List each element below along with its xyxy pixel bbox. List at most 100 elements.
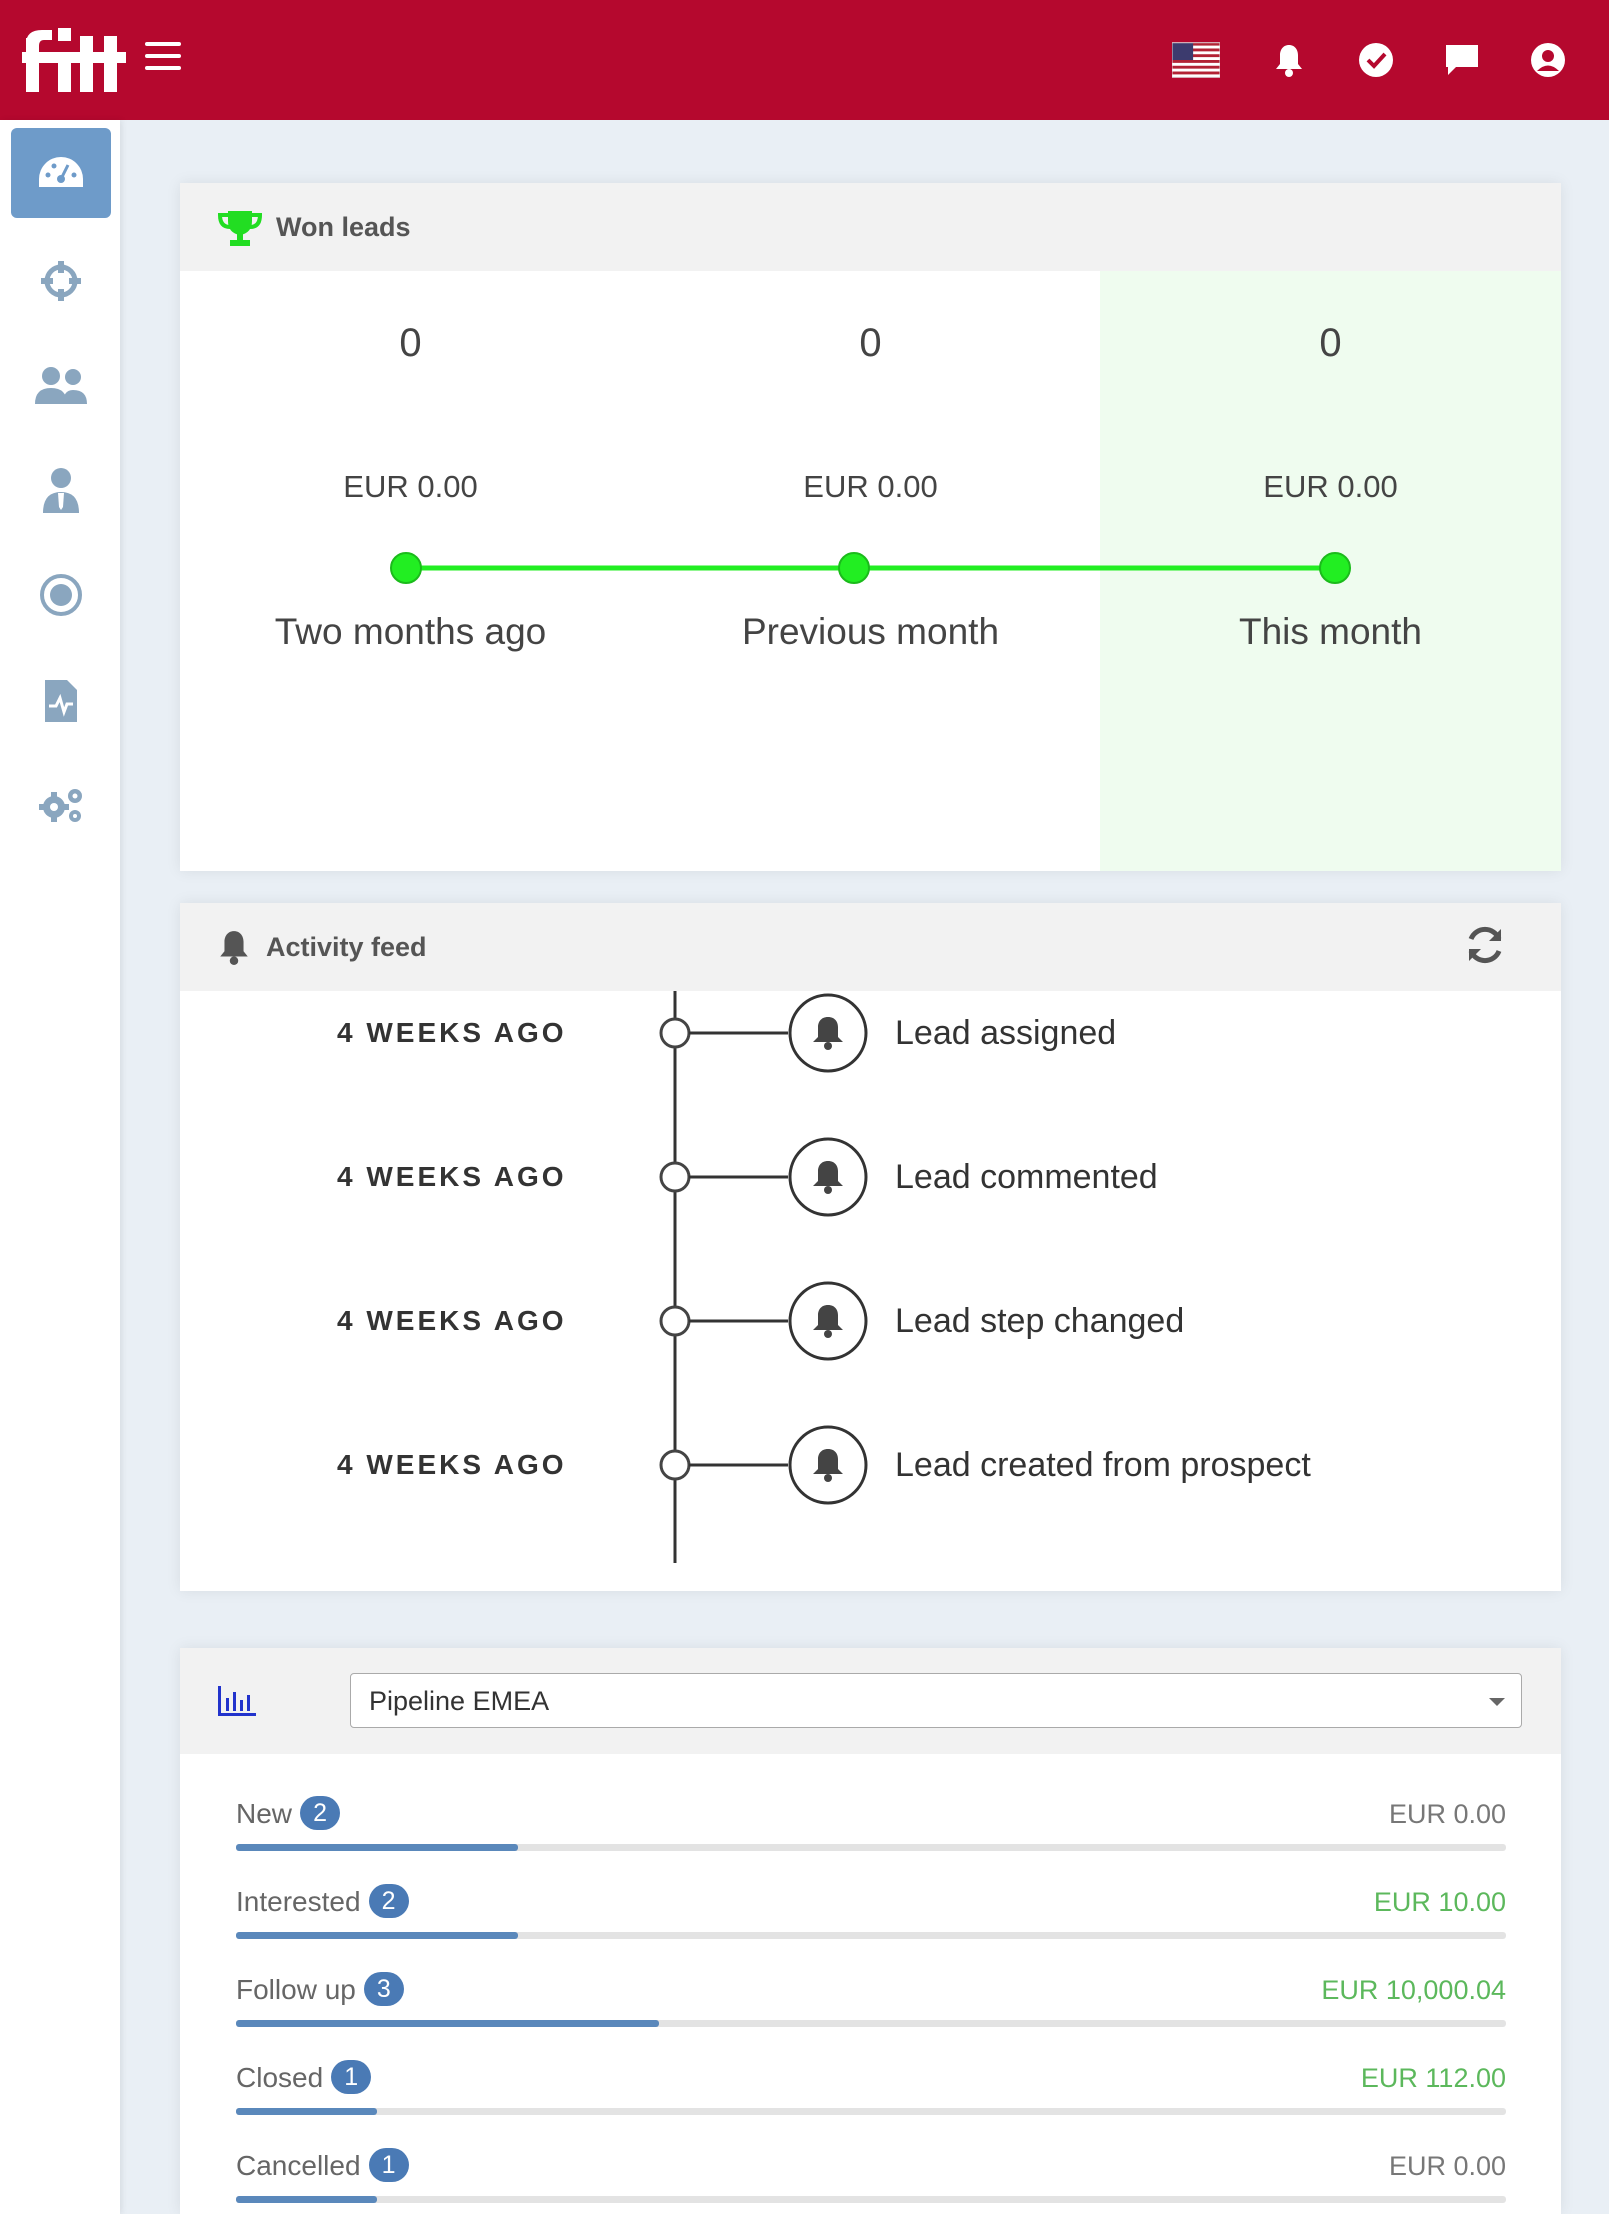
stage-progress-track [236, 1844, 1506, 1851]
sidebar-item-team[interactable] [11, 445, 111, 535]
won-period-previous-month: 0 EUR 0.00 Previous month [640, 271, 1101, 871]
stage-name: New 2 [236, 1792, 341, 1836]
sidebar-item-contacts[interactable] [11, 341, 111, 431]
pipeline-stage[interactable]: Cancelled 1 EUR 0.00 [236, 2144, 1506, 2204]
pipeline-stage[interactable]: Interested 2 EUR 10.00 [236, 1880, 1506, 1940]
pipeline-select-value: Pipeline EMEA [369, 1686, 550, 1716]
stage-amount: EUR 112.00 [1360, 2063, 1506, 2093]
stage-count-badge: 2 [368, 1884, 409, 1918]
stage-progress-fill [236, 1932, 518, 1939]
pipeline-card: Pipeline EMEA New 2 EUR 0.00 Interested 2 EUR… [180, 1648, 1561, 2214]
activity-feed-header: Activity feed [180, 903, 1561, 991]
activity-text[interactable]: Lead assigned [895, 1014, 1117, 1052]
sidebar-item-settings[interactable] [11, 760, 111, 850]
activity-item: 4 WEEKS AGO Lead created from prospect [180, 1415, 1561, 1515]
timeline-node [659, 1425, 868, 1505]
pipeline-select[interactable]: Pipeline EMEA [350, 1673, 1522, 1728]
activity-feed-card: Activity feed [180, 903, 1561, 1591]
target-icon [41, 261, 81, 301]
bell-icon[interactable] [1265, 36, 1313, 84]
bell-icon [220, 931, 248, 965]
activity-timeline [659, 991, 868, 1563]
activity-time: 4 WEEKS AGO [337, 1305, 567, 1336]
stage-amount: EUR 0.00 [1388, 1799, 1506, 1829]
activity-item: 4 WEEKS AGO Lead commented [180, 1127, 1561, 1227]
won-point-two-months-ago [390, 552, 422, 584]
stage-name: Interested 2 [236, 1880, 409, 1924]
stage-amount: EUR 10.00 [1373, 1887, 1506, 1917]
check-circle-icon[interactable] [1352, 36, 1400, 84]
users-icon [35, 367, 87, 404]
won-leads-card: Won leads 0 EUR 0.00 Two months ago 0 EU… [180, 183, 1561, 871]
menu-toggle-icon[interactable] [145, 42, 181, 72]
brand-logo[interactable] [18, 28, 130, 92]
won-leads-title: Won leads [276, 212, 411, 242]
bar-chart-icon [218, 1686, 256, 1716]
pipeline-stage[interactable]: Follow up 3 EUR 10,000.04 [236, 1968, 1506, 2028]
won-period-label: Two months ago [274, 611, 547, 652]
us-flag-icon[interactable] [1172, 36, 1220, 84]
compass-icon [40, 574, 82, 616]
won-leads-header: Won leads [180, 183, 1561, 271]
chat-icon[interactable] [1438, 36, 1486, 84]
activity-time: 4 WEEKS AGO [337, 1017, 567, 1048]
report-icon [45, 680, 77, 722]
stage-label: Interested [236, 1886, 361, 1917]
activity-text[interactable]: Lead commented [895, 1158, 1158, 1196]
activity-time: 4 WEEKS AGO [337, 1449, 567, 1480]
won-point-this-month [1319, 552, 1351, 584]
stage-count-badge: 3 [363, 1972, 404, 2006]
activity-item: 4 WEEKS AGO Lead step changed [180, 1271, 1561, 1371]
pipeline-stage[interactable]: Closed 1 EUR 112.00 [236, 2056, 1506, 2116]
user-circle-icon[interactable] [1524, 36, 1572, 84]
pipeline-header: Pipeline EMEA [180, 1648, 1561, 1754]
pipeline-stage[interactable]: New 2 EUR 0.00 [236, 1792, 1506, 1852]
sidebar-item-reports[interactable] [11, 656, 111, 746]
cogs-icon [39, 789, 82, 822]
stage-name: Cancelled 1 [236, 2144, 409, 2188]
user-tie-icon [43, 468, 79, 513]
sidebar [0, 120, 120, 2214]
stage-progress-track [236, 2020, 1506, 2027]
won-count: 0 [399, 321, 422, 365]
activity-time: 4 WEEKS AGO [337, 1161, 567, 1192]
won-period-this-month: 0 EUR 0.00 This month [1100, 271, 1561, 871]
activity-text[interactable]: Lead step changed [895, 1302, 1185, 1340]
sidebar-item-explore[interactable] [11, 550, 111, 640]
timeline-node [659, 993, 868, 1073]
won-trend-line [390, 552, 1351, 584]
stage-amount: EUR 0.00 [1388, 2151, 1506, 2181]
timeline-node [659, 1137, 868, 1217]
won-amount: EUR 0.00 [343, 469, 478, 504]
top-bar [0, 0, 1609, 120]
stage-progress-track [236, 2196, 1506, 2203]
stage-progress-fill [236, 1844, 518, 1851]
stage-progress-fill [236, 2020, 659, 2027]
stage-name: Closed 1 [236, 2056, 372, 2100]
timeline-node [659, 1281, 868, 1361]
won-period-label: Previous month [741, 611, 1000, 652]
trophy-icon [218, 211, 262, 246]
stage-count-badge: 1 [368, 2148, 409, 2182]
stage-label: Follow up [236, 1974, 356, 2005]
stage-count-badge: 2 [300, 1796, 341, 1830]
stage-count-badge: 1 [331, 2060, 372, 2094]
sidebar-item-targets[interactable] [11, 236, 111, 326]
stage-label: New [236, 1798, 293, 1829]
stage-name: Follow up 3 [236, 1968, 404, 2012]
stage-label: Closed [236, 2062, 324, 2093]
dashboard-icon [39, 157, 83, 187]
sidebar-item-dashboard[interactable] [11, 128, 111, 218]
chevron-down-icon [1489, 1698, 1505, 1706]
activity-feed-title: Activity feed [266, 932, 427, 962]
activity-text[interactable]: Lead created from prospect [895, 1446, 1311, 1484]
stage-progress-fill [236, 2108, 377, 2115]
won-amount: EUR 0.00 [803, 469, 938, 504]
stage-progress-track [236, 2108, 1506, 2115]
won-amount: EUR 0.00 [1263, 469, 1398, 504]
won-count: 0 [1319, 321, 1342, 365]
won-period-two-months-ago: 0 EUR 0.00 Two months ago [180, 271, 641, 871]
refresh-icon[interactable] [1463, 923, 1507, 967]
won-period-label: This month [1238, 611, 1422, 652]
won-point-previous-month [838, 552, 870, 584]
